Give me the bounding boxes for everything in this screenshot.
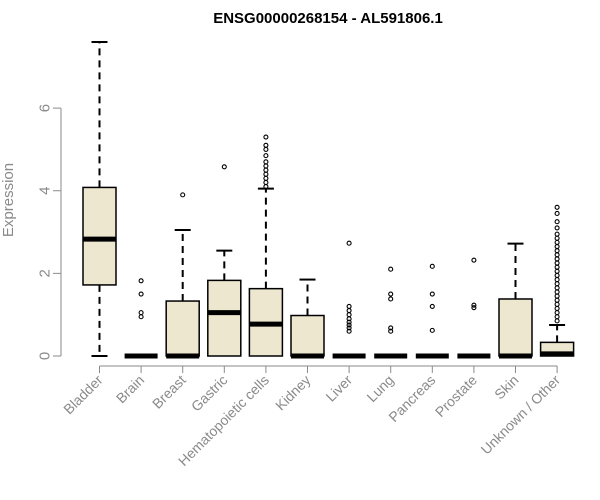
outlier-point: [346, 325, 352, 331]
outlier-point: [263, 163, 269, 169]
box-liver: [332, 240, 366, 359]
outlier-point: [429, 303, 435, 309]
outlier-point: [554, 297, 560, 303]
outlier-point: [263, 159, 269, 165]
outlier-point: [554, 293, 560, 299]
outlier-point: [263, 179, 269, 186]
outlier-point: [554, 264, 560, 270]
box-hematopoietic-cells: [248, 134, 284, 357]
outlier-point: [554, 219, 560, 225]
x-tick-label: Brain: [113, 372, 147, 406]
x-tick-label: Bladder: [60, 372, 106, 418]
outlier-point: [554, 239, 560, 245]
x-tick-label: Breast: [149, 372, 189, 412]
outlier-point: [429, 291, 435, 297]
outlier-point: [554, 231, 560, 237]
outlier-point: [554, 318, 560, 324]
outlier-point: [346, 322, 352, 328]
chart-title: ENSG00000268154 - AL591806.1: [213, 10, 443, 27]
outlier-point: [554, 285, 560, 291]
iqr-box: [498, 298, 533, 357]
boxes-group: [82, 41, 575, 359]
x-tick-label: Prostate: [432, 372, 480, 420]
x-tick-label: Liver: [322, 372, 355, 405]
outlier-point: [346, 319, 352, 325]
outlier-point: [554, 210, 560, 217]
outlier-point: [554, 243, 560, 250]
box-lung: [374, 266, 408, 359]
outlier-point: [263, 134, 269, 140]
outlier-point: [554, 252, 560, 258]
outlier-point: [554, 248, 560, 254]
outlier-point: [346, 312, 352, 318]
outlier-point: [554, 314, 560, 320]
y-tick-label: 4: [37, 187, 54, 195]
iqr-box: [165, 300, 200, 357]
iqr-box: [82, 186, 117, 286]
outlier-point: [471, 302, 477, 308]
outlier-point: [554, 277, 560, 283]
outlier-point: [554, 301, 560, 307]
outlier-point: [388, 291, 394, 297]
outlier-point: [263, 167, 269, 173]
outlier-point: [554, 235, 560, 241]
box-breast: [165, 192, 200, 359]
outlier-point: [263, 146, 269, 152]
outlier-point: [554, 272, 560, 278]
outlier-point: [554, 310, 560, 316]
y-tick-label: 6: [37, 104, 54, 112]
box-kidney: [290, 278, 325, 359]
outlier-point: [263, 171, 269, 177]
y-tick-label: 0: [37, 352, 54, 360]
box-bladder: [82, 41, 117, 357]
y-tick-label: 2: [37, 269, 54, 277]
outlier-point: [138, 310, 144, 316]
outlier-point: [554, 289, 560, 295]
outlier-point: [429, 263, 435, 269]
box-brain: [124, 278, 158, 359]
outlier-point: [388, 328, 394, 334]
y-axis: 0 2 4 6: [37, 104, 62, 360]
x-tick-label: Unknown / Other: [478, 372, 564, 458]
outlier-point: [263, 142, 269, 148]
outlier-point: [554, 225, 560, 231]
box-pancreas: [415, 263, 449, 359]
x-tick-label: Lung: [363, 372, 396, 405]
outlier-point: [346, 303, 352, 309]
outlier-point: [388, 266, 394, 272]
outlier-point: [471, 257, 477, 263]
box-gastric: [207, 164, 242, 357]
outlier-point: [554, 260, 560, 266]
outlier-point: [388, 325, 394, 331]
outlier-point: [429, 327, 435, 333]
outlier-point: [554, 256, 560, 262]
box-skin: [498, 242, 533, 359]
box-unknown-other: [539, 204, 575, 357]
x-tick-label: Skin: [491, 372, 522, 403]
iqr-box: [290, 314, 325, 357]
outlier-point: [471, 305, 477, 311]
outlier-point: [138, 278, 144, 284]
outlier-point: [263, 175, 269, 181]
y-axis-label: Expression: [0, 163, 17, 237]
outlier-point: [554, 204, 560, 210]
outlier-point: [263, 153, 269, 159]
outlier-point: [554, 268, 560, 274]
outlier-point: [138, 314, 144, 320]
outlier-point: [554, 281, 560, 287]
outlier-point: [388, 296, 394, 302]
outlier-point: [221, 164, 227, 170]
outlier-point: [180, 192, 186, 198]
iqr-box: [207, 279, 242, 357]
x-tick-label: Kidney: [272, 372, 314, 414]
outlier-point: [138, 291, 144, 297]
box-prostate: [457, 257, 491, 359]
outlier-point: [346, 308, 352, 314]
outlier-point: [346, 328, 352, 334]
outlier-point: [346, 240, 352, 246]
outlier-point: [554, 305, 560, 312]
